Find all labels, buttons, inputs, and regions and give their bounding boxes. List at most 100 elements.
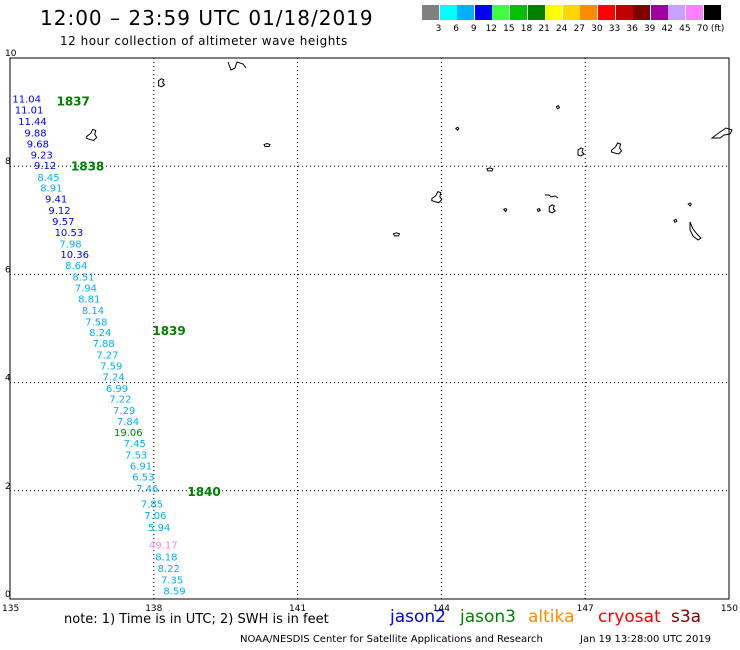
scale-label: 45 [679,24,691,34]
wave-height-value: 5.94 [148,523,170,534]
wave-height-value: 7.45 [124,439,146,450]
wave-height-value: 10.36 [60,250,89,261]
scale-swatch [439,5,457,20]
scale-swatch [474,5,492,20]
wave-height-value: 7.84 [117,417,139,428]
coastline-layer [86,61,733,241]
y-tick-label: 4 [5,374,11,384]
scale-swatch [527,5,545,20]
wave-height-value: 7.94 [75,284,97,295]
scale-label: 12 [485,24,498,34]
satellite-legend-altika: altika [528,607,575,627]
scale-swatch [510,5,527,20]
scale-label: 18 [520,24,533,34]
coastline-north [227,61,247,71]
wave-height-value: 9.12 [34,161,56,172]
wave-height-value: 8.64 [65,261,87,272]
wave-height-value: 7.06 [144,511,166,522]
coastline-atoll [545,194,559,199]
x-tick-label: 138 [145,604,162,614]
map-frame [9,57,730,600]
island-outline [263,143,271,148]
island-outline [86,128,98,141]
wave-height-value: 8.14 [82,306,104,317]
scale-swatch [492,5,510,20]
y-tick-label: 8 [5,157,11,167]
island-outline [555,105,561,110]
island-outline [611,142,623,155]
satellite-legend-cryosat: cryosat [598,607,661,627]
island-outline [673,218,678,223]
scale-label: 70 [696,24,709,34]
wave-height-value: 7.58 [85,317,107,328]
wave-height-value: 10.53 [55,228,84,239]
wave-height-value: 7.59 [100,362,122,373]
coastline-southeast [689,221,702,241]
scale-swatch [615,5,633,20]
scale-label: 42 [661,24,674,34]
pass-number-label: 1839 [152,324,185,338]
scale-swatch [650,5,668,20]
wave-height-value: 9.12 [48,206,70,217]
wave-height-value: 7.53 [125,450,147,461]
pass-number-label: 1838 [71,160,104,174]
wave-height-value: 7.22 [109,395,131,406]
scale-label: 15 [503,24,515,34]
wave-height-value: 7.46 [136,484,158,495]
satellite-legend-s3a: s3a [671,607,702,627]
wave-height-value: 9.41 [45,194,67,205]
island-outline [687,202,692,207]
map-title: 12:00 – 23:59 UTC 01/18/2019 [40,6,374,30]
scale-label: 3 [435,24,442,34]
island-outline [431,191,443,204]
wave-height-value: 8.22 [158,564,180,575]
satellite-legend-jason2: jason2 [390,607,446,627]
map-subtitle: 12 hour collection of altimeter wave hei… [60,34,348,48]
scale-swatch [422,5,439,20]
y-tick-label: 10 [5,49,17,59]
island-outline [502,207,508,213]
island-outline [536,207,541,213]
wave-height-value: 9.68 [27,139,49,150]
scale-swatch [562,5,580,20]
x-tick-label: 150 [721,604,738,614]
wave-height-value: 8.45 [37,173,59,184]
pass-number-label: 1837 [56,95,89,109]
scale-unit: (ft) [710,24,725,34]
x-tick-label: 141 [289,604,306,614]
satellite-legend-jason3: jason3 [460,607,516,627]
scale-label: 39 [643,24,656,34]
island-outline [454,126,460,132]
scale-swatch [686,5,703,20]
scale-label: 27 [573,24,586,34]
wave-height-value: 8.81 [78,295,100,306]
wave-height-value: 11.01 [15,106,44,117]
credit-line: NOAA/NESDIS Center for Satellite Applica… [240,634,543,645]
scale-label: 9 [470,24,477,34]
wave-height-value: 7.27 [96,350,118,361]
scale-label: 36 [626,24,638,34]
scale-label: 24 [555,24,568,34]
wave-height-value: 6.53 [132,473,154,484]
wave-height-measurements: 11.0411.0111.449.889.689.239.128.458.919… [12,94,185,597]
island-outline [158,78,166,88]
scale-swatch [580,5,598,20]
scale-label: 21 [538,24,550,34]
scale-label: 6 [453,24,459,34]
wave-height-value: 7.98 [59,239,81,250]
wave-height-value: 49.17 [149,541,178,552]
wave-height-value: 8.24 [89,328,111,339]
island-outline [548,204,557,214]
wave-height-value: 8.18 [155,553,177,564]
wave-height-value: 9.88 [24,128,46,139]
scale-label: 30 [591,24,603,34]
satellite-pass-labels: 1837 1838 1839 1840 [56,95,220,500]
y-tick-label: 6 [5,265,11,275]
scale-swatch [668,5,686,20]
coastline-upper-right [710,127,733,139]
scale-swatch [598,5,615,20]
scale-swatch [457,5,475,20]
island-outline [486,167,494,172]
wave-height-value: 11.44 [18,117,47,128]
